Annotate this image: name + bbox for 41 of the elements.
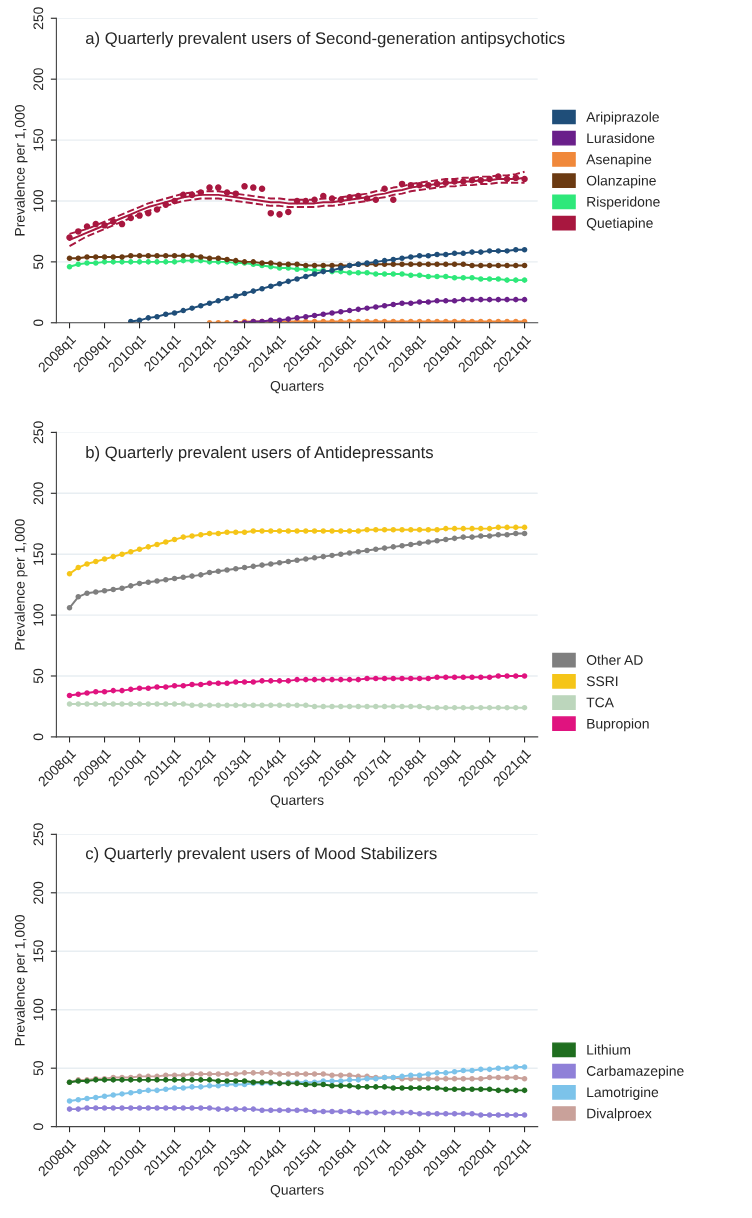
legend-label: Lurasidone	[587, 132, 655, 144]
y-tick-label: 250	[33, 421, 44, 444]
x-axis-title: Quarters	[270, 1184, 324, 1198]
legend-label: Other AD	[586, 654, 643, 665]
y-tick-label: 0	[33, 1123, 44, 1130]
y-tick-label: 100	[33, 189, 44, 212]
legend-label: Lithium	[587, 1044, 631, 1055]
y-tick-label: 200	[33, 68, 44, 91]
text: a) Quarterly prevalent users of Second-generation antipsychotics	[85, 31, 565, 48]
legend-label: Olanzapine	[586, 175, 656, 189]
x-axis-title: Quarters	[270, 795, 324, 808]
legend-label: Divalproex	[587, 1108, 652, 1122]
x-axis-title: Quarters	[270, 381, 324, 394]
legend-label: Bupropion	[587, 718, 649, 732]
y-tick-label: 50	[33, 254, 44, 270]
y-tick-label: 100	[33, 604, 44, 626]
y-tick-label: 0	[33, 733, 44, 741]
y-axis-title: Prevalence per 1,000	[14, 519, 28, 650]
legend-label: Carbamazepine	[586, 1065, 684, 1079]
legend-label: Lamotrigine	[587, 1086, 659, 1100]
y-tick-label: 50	[33, 1061, 44, 1076]
y-tick-label: 0	[33, 319, 44, 327]
y-tick-label: 150	[33, 543, 44, 565]
y-tick-label: 100	[33, 998, 44, 1021]
text: c) Quarterly prevalent users of Mood Stabilizers	[85, 847, 437, 863]
legend-label: Asenapine	[586, 154, 652, 168]
y-tick-label: 150	[33, 940, 44, 962]
y-tick-label: 50	[33, 668, 44, 684]
legend-label: Risperidone	[587, 196, 660, 210]
y-tick-label: 250	[33, 7, 44, 30]
y-axis-title: Prevalence per 1,000	[14, 915, 28, 1046]
legend-label: TCA	[586, 697, 614, 708]
legend-label: SSRI	[586, 676, 618, 687]
text: b) Quarterly prevalent users of Antidepressants	[86, 445, 433, 462]
y-tick-label: 200	[33, 881, 44, 904]
y-tick-label: 250	[33, 823, 44, 846]
y-tick-label: 150	[33, 129, 44, 151]
y-axis-title: Prevalence per 1,000	[14, 105, 28, 236]
y-tick-label: 200	[33, 482, 44, 505]
legend-label: Quetiapine	[586, 217, 653, 231]
legend-label: Aripiprazole	[586, 111, 659, 125]
